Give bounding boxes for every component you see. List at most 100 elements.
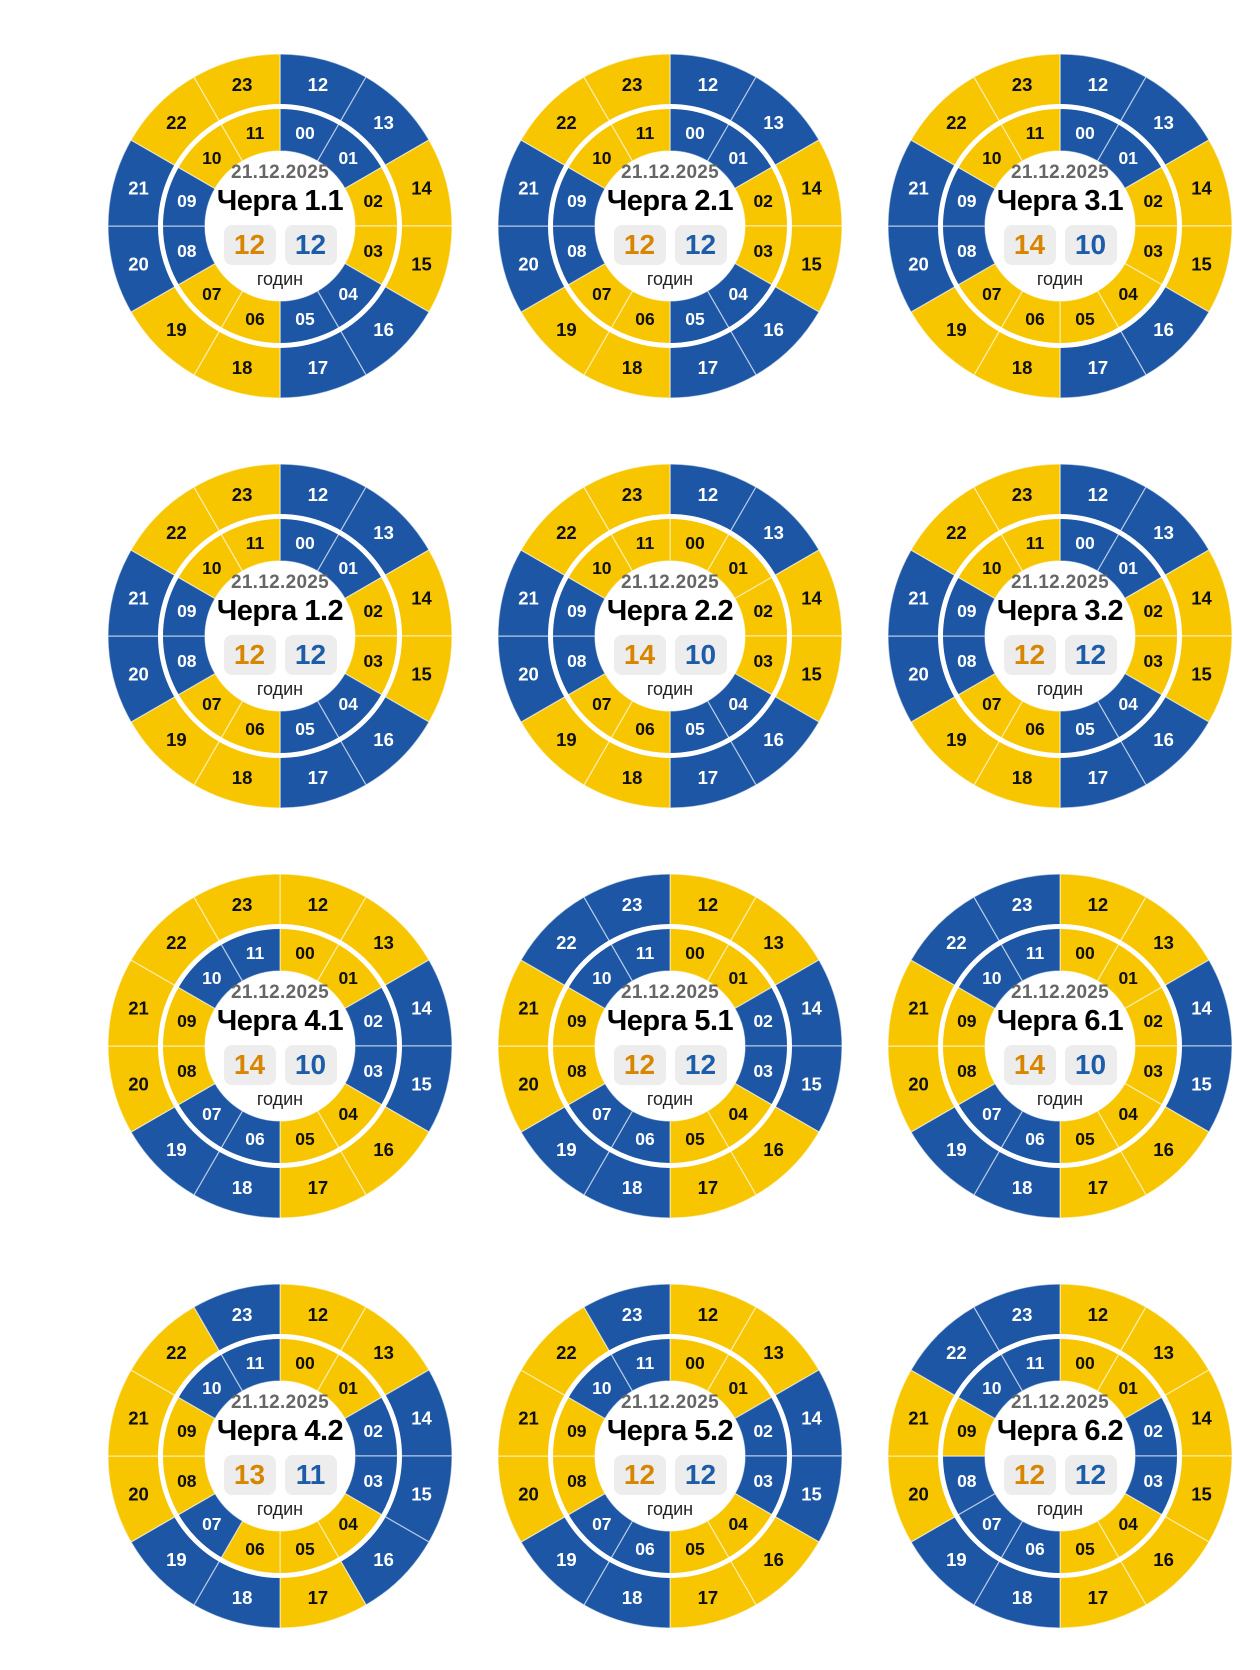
hour-label: 04 (1118, 284, 1138, 304)
hour-label: 19 (166, 319, 187, 340)
hour-label: 20 (518, 1073, 539, 1094)
queue-clock-rings: 00 01 02 03 04 05 06 07 08 09 10 11 12 13 14 15 16 17 18 19… (107, 1283, 453, 1629)
hour-label: 04 (338, 694, 358, 714)
hour-label: 07 (202, 284, 221, 304)
queue-chart: 00 01 02 03 04 05 06 07 08 09 10 11 12 13 14 15 16 17 18 19… (85, 1251, 475, 1661)
hour-label: 01 (728, 1378, 748, 1398)
hour-label: 17 (698, 357, 719, 378)
hour-label: 21 (518, 588, 539, 609)
center-hole (985, 561, 1135, 711)
hour-label: 17 (1088, 767, 1109, 788)
hour-label: 02 (753, 191, 773, 211)
hour-label: 10 (982, 558, 1002, 578)
hour-label: 03 (753, 1471, 773, 1491)
hour-label: 23 (1012, 74, 1033, 95)
hour-label: 17 (698, 1177, 719, 1198)
hour-label: 04 (1118, 694, 1138, 714)
queue-clock-rings: 00 01 02 03 04 05 06 07 08 09 10 11 12 13 14 15 16 17 18 19… (107, 463, 453, 809)
hour-label: 23 (1012, 484, 1033, 505)
hour-label: 09 (177, 1421, 197, 1441)
hour-label: 23 (622, 74, 643, 95)
hour-label: 18 (232, 357, 253, 378)
hour-label: 11 (1026, 533, 1045, 553)
hour-label: 07 (592, 1104, 611, 1124)
hour-label: 08 (567, 1471, 587, 1491)
hour-label: 09 (957, 1011, 977, 1031)
hour-label: 15 (1191, 1483, 1212, 1504)
hour-label: 10 (982, 148, 1002, 168)
hour-label: 02 (1143, 1421, 1163, 1441)
hour-label: 16 (763, 319, 784, 340)
hour-label: 02 (753, 1421, 773, 1441)
hour-label: 17 (308, 1177, 329, 1198)
hour-label: 12 (308, 484, 329, 505)
hour-label: 01 (1118, 1378, 1138, 1398)
hour-label: 23 (622, 484, 643, 505)
queue-chart: 00 01 02 03 04 05 06 07 08 09 10 11 12 13 14 15 16 17 18 19… (865, 21, 1255, 431)
hour-label: 18 (232, 1177, 253, 1198)
hour-label: 15 (1191, 1073, 1212, 1094)
hour-label: 22 (166, 932, 187, 953)
hour-label: 15 (801, 1073, 822, 1094)
hour-label: 14 (801, 1408, 822, 1429)
hour-label: 08 (957, 241, 977, 261)
hour-label: 16 (1153, 1549, 1174, 1570)
hour-label: 10 (982, 968, 1002, 988)
hour-label: 23 (622, 894, 643, 915)
hour-label: 22 (946, 1342, 967, 1363)
hour-label: 22 (556, 522, 577, 543)
hour-label: 17 (1088, 1177, 1109, 1198)
hour-label: 10 (592, 558, 612, 578)
queue-chart: 00 01 02 03 04 05 06 07 08 09 10 11 12 13 14 15 16 17 18 19… (865, 1251, 1255, 1661)
hour-label: 19 (556, 1549, 577, 1570)
hour-label: 03 (363, 1471, 383, 1491)
hour-label: 15 (411, 253, 432, 274)
hour-label: 10 (982, 1378, 1002, 1398)
hour-label: 23 (622, 1304, 643, 1325)
hour-label: 21 (128, 588, 149, 609)
hour-label: 13 (373, 522, 394, 543)
hour-label: 20 (128, 1073, 149, 1094)
hour-label: 13 (1153, 522, 1174, 543)
hour-label: 14 (1191, 1408, 1212, 1429)
hour-label: 03 (363, 651, 383, 671)
hour-label: 07 (982, 1104, 1001, 1124)
hour-label: 02 (363, 1421, 383, 1441)
hour-label: 10 (202, 558, 222, 578)
hour-label: 16 (763, 1549, 784, 1570)
hour-label: 13 (763, 522, 784, 543)
ring-separator (548, 514, 792, 758)
hour-label: 22 (166, 112, 187, 133)
hour-label: 21 (908, 588, 929, 609)
hour-label: 20 (908, 1483, 929, 1504)
hour-label: 04 (338, 1104, 358, 1124)
hour-label: 11 (1026, 1353, 1045, 1373)
hour-label: 09 (567, 601, 587, 621)
hour-label: 07 (592, 284, 611, 304)
hour-label: 04 (728, 1104, 748, 1124)
hour-label: 07 (982, 694, 1001, 714)
hour-label: 19 (946, 729, 967, 750)
hour-label: 11 (636, 1353, 655, 1373)
hour-label: 12 (1088, 74, 1109, 95)
hour-label: 04 (338, 284, 358, 304)
hour-label: 00 (1075, 533, 1095, 553)
hour-label: 21 (908, 998, 929, 1019)
hour-label: 22 (556, 112, 577, 133)
hour-label: 02 (753, 601, 773, 621)
hour-label: 01 (1118, 148, 1138, 168)
hour-label: 19 (166, 729, 187, 750)
hour-label: 22 (166, 522, 187, 543)
ring-separator (548, 1334, 792, 1578)
hour-label: 16 (763, 729, 784, 750)
hour-label: 18 (1012, 1177, 1033, 1198)
hour-label: 13 (1153, 1342, 1174, 1363)
hour-label: 01 (338, 1378, 358, 1398)
center-hole (205, 971, 355, 1121)
hour-label: 16 (373, 729, 394, 750)
hour-label: 20 (518, 1483, 539, 1504)
hour-label: 16 (373, 319, 394, 340)
hour-label: 06 (245, 309, 265, 329)
queue-clock-rings: 00 01 02 03 04 05 06 07 08 09 10 11 12 13 14 15 16 17 18 19… (497, 53, 843, 399)
hour-label: 01 (1118, 558, 1138, 578)
